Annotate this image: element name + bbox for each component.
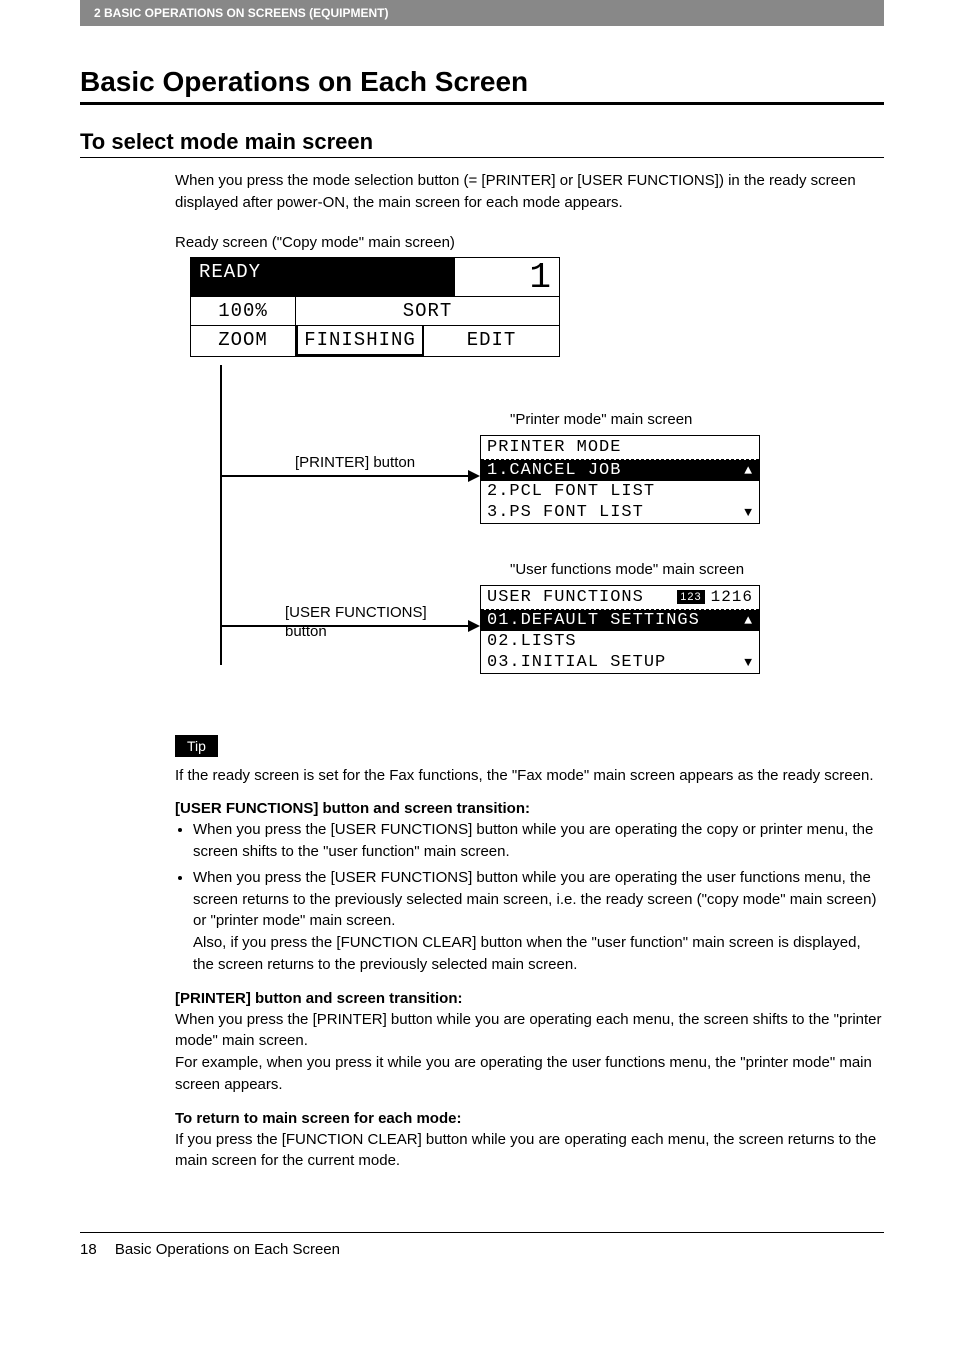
mode-diagram: [PRINTER] button "Printer mode" main scr…	[190, 365, 884, 725]
zoom-button[interactable]: ZOOM	[191, 326, 296, 356]
tip-label: Tip	[175, 735, 218, 757]
user-lcd-item1[interactable]: 01.DEFAULT SETTINGS ▲	[481, 610, 759, 631]
user-item3-text: 03.INITIAL SETUP	[487, 653, 744, 672]
user-lcd-title: USER FUNCTIONS	[487, 588, 677, 607]
chapter-header: 2 BASIC OPERATIONS ON SCREENS (EQUIPMENT…	[80, 0, 884, 26]
user-functions-transition-title: [USER FUNCTIONS] button and screen trans…	[175, 800, 884, 817]
printer-lcd-title: PRINTER MODE	[487, 438, 753, 457]
footer-title: Basic Operations on Each Screen	[115, 1241, 340, 1258]
printer-p2: For example, when you press it while you…	[175, 1054, 872, 1093]
printer-lcd-item2[interactable]: 2.PCL FONT LIST	[481, 481, 759, 502]
printer-lcd-title-row: PRINTER MODE	[481, 436, 759, 460]
page: 2 BASIC OPERATIONS ON SCREENS (EQUIPMENT…	[0, 0, 954, 1298]
ready-screen-caption: Ready screen ("Copy mode" main screen)	[175, 234, 884, 251]
printer-item3-text: 3.PS FONT LIST	[487, 503, 744, 522]
page-footer: 18 Basic Operations on Each Screen	[80, 1232, 884, 1258]
user-functions-bullets: When you press the [USER FUNCTIONS] butt…	[175, 819, 884, 975]
printer-transition-title: [PRINTER] button and screen transition:	[175, 990, 884, 1007]
user-lcd-item2[interactable]: 02.LISTS	[481, 631, 759, 652]
page-title: Basic Operations on Each Screen	[80, 66, 884, 105]
printer-lcd-item1[interactable]: 1.CANCEL JOB ▲	[481, 460, 759, 481]
printer-lcd-item3[interactable]: 3.PS FONT LIST ▼	[481, 502, 759, 523]
return-main-paragraph: If you press the [FUNCTION CLEAR] button…	[175, 1129, 884, 1173]
ready-screen-lcd: READY 1 100% SORT ZOOM FINISHING EDIT	[190, 257, 560, 357]
section-title: To select mode main screen	[80, 129, 884, 158]
finishing-button[interactable]: FINISHING	[296, 326, 424, 356]
user-functions-button-label: [USER FUNCTIONS] button	[285, 603, 455, 642]
bullet-2-text: When you press the [USER FUNCTIONS] butt…	[193, 869, 876, 930]
user-functions-lcd: USER FUNCTIONS 123 1216 01.DEFAULT SETTI…	[480, 585, 760, 674]
printer-item2-text: 2.PCL FONT LIST	[487, 482, 753, 501]
printer-mode-caption: "Printer mode" main screen	[510, 411, 692, 428]
user-arrow-head	[468, 620, 480, 632]
counter-badge-icon: 123	[677, 590, 704, 604]
printer-arrow-line	[220, 475, 468, 477]
user-lcd-title-row: USER FUNCTIONS 123 1216	[481, 586, 759, 610]
printer-item1-text: 1.CANCEL JOB	[487, 461, 744, 480]
up-arrow-icon: ▲	[744, 613, 753, 628]
zoom-value: 100%	[191, 297, 296, 325]
user-item2-text: 02.LISTS	[487, 632, 753, 651]
bullet-1: When you press the [USER FUNCTIONS] butt…	[193, 819, 884, 863]
diagram-vline	[220, 365, 222, 665]
tip-paragraph: If the ready screen is set for the Fax f…	[175, 765, 884, 787]
sort-label: SORT	[296, 297, 559, 325]
return-main-title: To return to main screen for each mode:	[175, 1110, 884, 1127]
edit-button[interactable]: EDIT	[424, 326, 559, 356]
printer-p1: When you press the [PRINTER] button whil…	[175, 1011, 882, 1050]
down-arrow-icon: ▼	[744, 655, 753, 670]
printer-mode-lcd: PRINTER MODE 1.CANCEL JOB ▲ 2.PCL FONT L…	[480, 435, 760, 524]
printer-button-label: [PRINTER] button	[295, 453, 415, 473]
ready-status: READY	[191, 258, 454, 296]
up-arrow-icon: ▲	[744, 463, 753, 478]
user-item1-text: 01.DEFAULT SETTINGS	[487, 611, 744, 630]
page-number: 18	[80, 1241, 97, 1258]
intro-paragraph: When you press the mode selection button…	[175, 170, 884, 214]
user-lcd-item3[interactable]: 03.INITIAL SETUP ▼	[481, 652, 759, 673]
user-lcd-counter: 1216	[711, 588, 753, 606]
bullet-2: When you press the [USER FUNCTIONS] butt…	[193, 867, 884, 976]
bullet-2b-text: Also, if you press the [FUNCTION CLEAR] …	[193, 934, 861, 973]
ready-copies: 1	[454, 258, 559, 296]
user-functions-caption: "User functions mode" main screen	[510, 561, 744, 578]
printer-arrow-head	[468, 470, 480, 482]
down-arrow-icon: ▼	[744, 505, 753, 520]
printer-transition-paragraph: When you press the [PRINTER] button whil…	[175, 1009, 884, 1096]
